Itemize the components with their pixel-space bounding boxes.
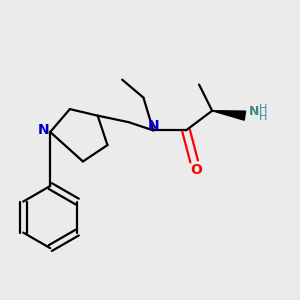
Text: O: O	[190, 163, 202, 177]
Text: H: H	[259, 112, 267, 122]
Text: N: N	[38, 123, 50, 137]
Text: H: H	[259, 104, 267, 114]
Text: N: N	[249, 105, 259, 118]
Polygon shape	[212, 111, 246, 120]
Text: N: N	[148, 119, 159, 134]
